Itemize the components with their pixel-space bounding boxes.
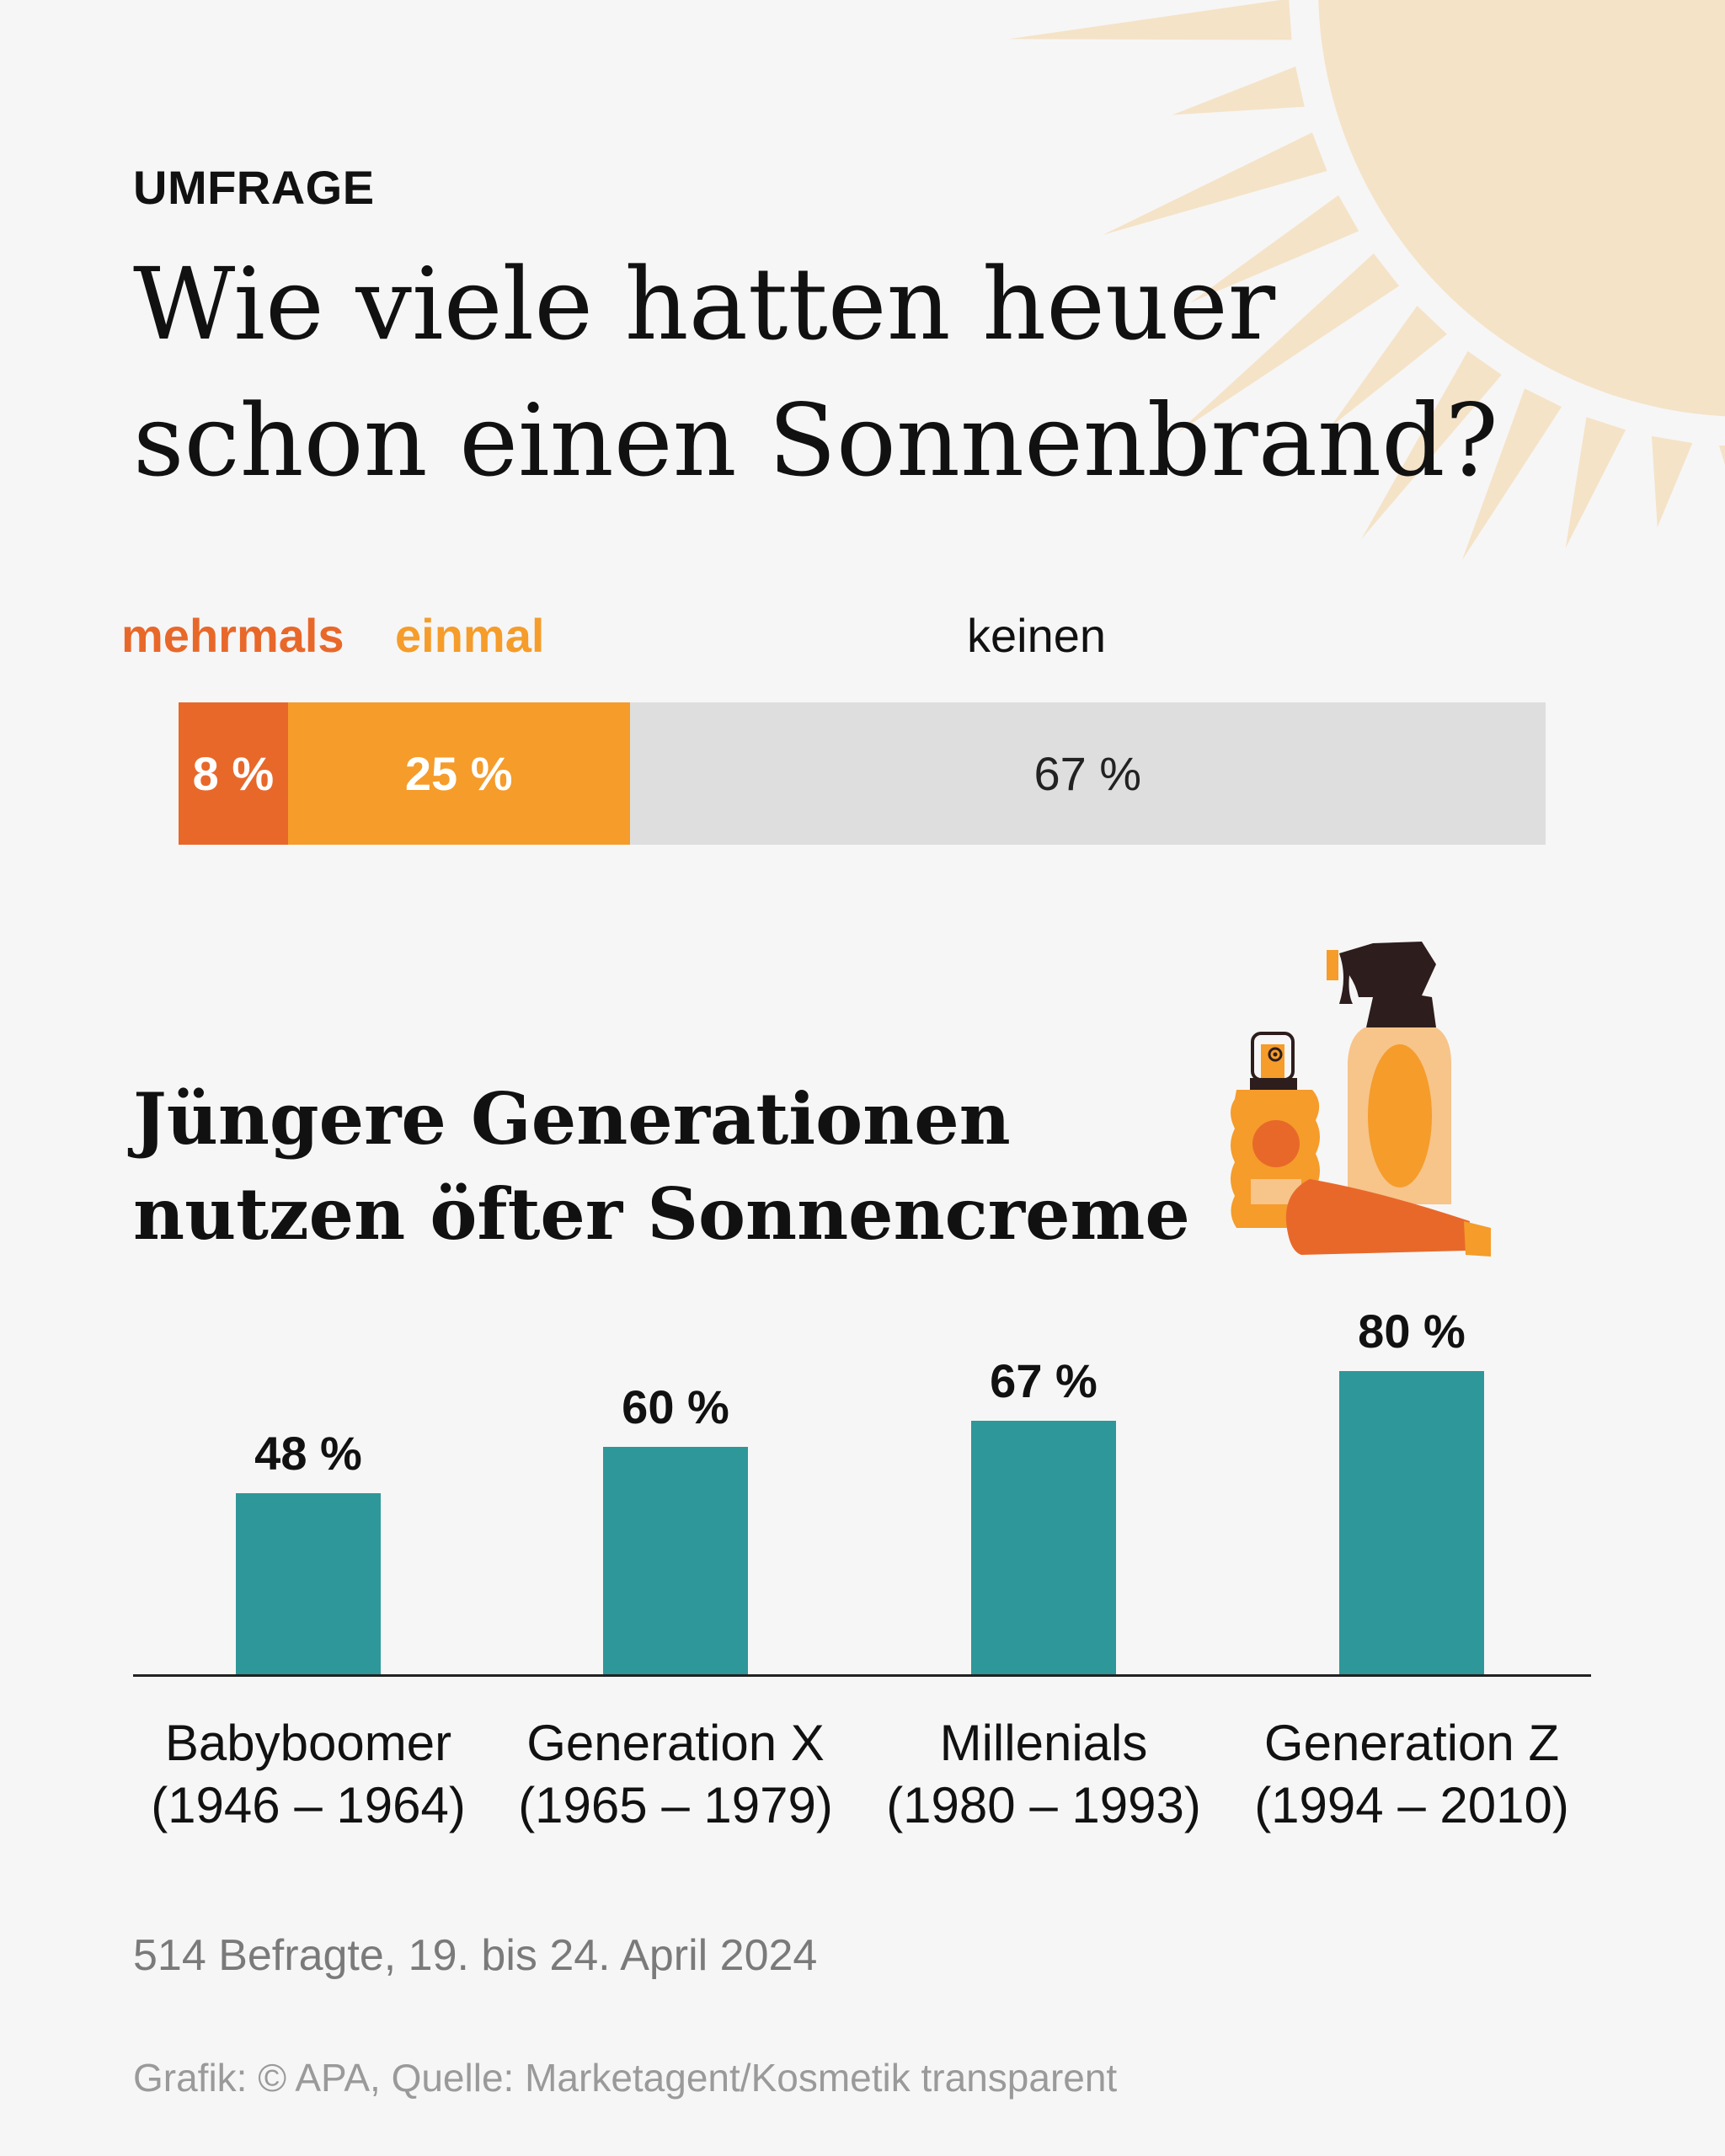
segment-label: 25 %: [404, 747, 513, 800]
sun-disc: [1318, 0, 1725, 417]
segment-keinen: 67 %: [629, 702, 1546, 845]
category-years: (1994 – 2010): [1254, 1777, 1569, 1833]
source-credit: Grafik: © APA, Quelle: Marketagent/Kosme…: [133, 2056, 1118, 2100]
category-name: Millenials: [939, 1715, 1148, 1771]
category-name: Babyboomer: [164, 1715, 452, 1771]
bar-value-label: 60 %: [622, 1380, 729, 1434]
category-label: Generation Z (1994 – 2010): [1235, 1712, 1589, 1837]
sun-ray: [1190, 195, 1359, 303]
category-years: (1965 – 1979): [518, 1777, 833, 1833]
category-years: (1980 – 1993): [886, 1777, 1201, 1833]
legend-einmal: einmal: [395, 609, 545, 662]
title-line-2: schon einen Sonnenbrand?: [133, 382, 1498, 499]
category-label: Babyboomer (1946 – 1964): [131, 1712, 485, 1837]
sun-ray: [1330, 306, 1448, 428]
sun-ray: [1008, 0, 1292, 40]
sunscreen-bottles-icon: [1231, 942, 1491, 1257]
x-axis-line: [133, 1674, 1591, 1677]
segment-label: 67 %: [1033, 747, 1142, 800]
sun-ray: [1177, 253, 1400, 434]
category-label: Millenials (1980 – 1993): [867, 1712, 1220, 1837]
segment-einmal: 25 %: [287, 702, 630, 845]
page-title: Wie viele hatten heuer schon einen Sonne…: [133, 236, 1498, 509]
sun-ray: [1651, 435, 1693, 528]
sun-illustration: [1008, 0, 1725, 561]
bar-value-label: 67 %: [990, 1353, 1097, 1407]
sun-ray: [1565, 417, 1626, 548]
section-subtitle: Jüngere Generationen nutzen öfter Sonnen…: [133, 1071, 1190, 1262]
bar-1: [236, 1492, 381, 1675]
sun-ray: [1103, 132, 1327, 235]
footnote: 514 Befragte, 19. bis 24. April 2024: [133, 1931, 818, 1980]
category-name: Generation Z: [1263, 1715, 1560, 1771]
subtitle-line-2: nutzen öfter Sonnencreme: [133, 1172, 1190, 1256]
category-label: Generation X (1965 – 1979): [499, 1712, 852, 1837]
sun-ray: [1461, 388, 1562, 561]
kicker: UMFRAGE: [133, 161, 375, 214]
segment-mehrmals: 8 %: [179, 702, 288, 845]
category-name: Generation X: [526, 1715, 825, 1771]
legend-mehrmals: mehrmals: [121, 609, 344, 662]
legend-keinen: keinen: [967, 609, 1107, 662]
sun-ray: [1172, 66, 1305, 115]
sun-ray: [1718, 445, 1725, 465]
title-line-1: Wie viele hatten heuer: [133, 246, 1276, 362]
bar-3: [971, 1420, 1116, 1675]
subtitle-line-1: Jüngere Generationen: [133, 1077, 1011, 1161]
bar-2: [603, 1447, 748, 1675]
bar-value-label: 48 %: [254, 1426, 362, 1480]
segment-label: 8 %: [192, 747, 275, 800]
bar-value-label: 80 %: [1358, 1305, 1466, 1358]
bar-4: [1339, 1371, 1484, 1675]
category-years: (1946 – 1964): [151, 1777, 466, 1833]
sun-ray: [1361, 350, 1502, 540]
